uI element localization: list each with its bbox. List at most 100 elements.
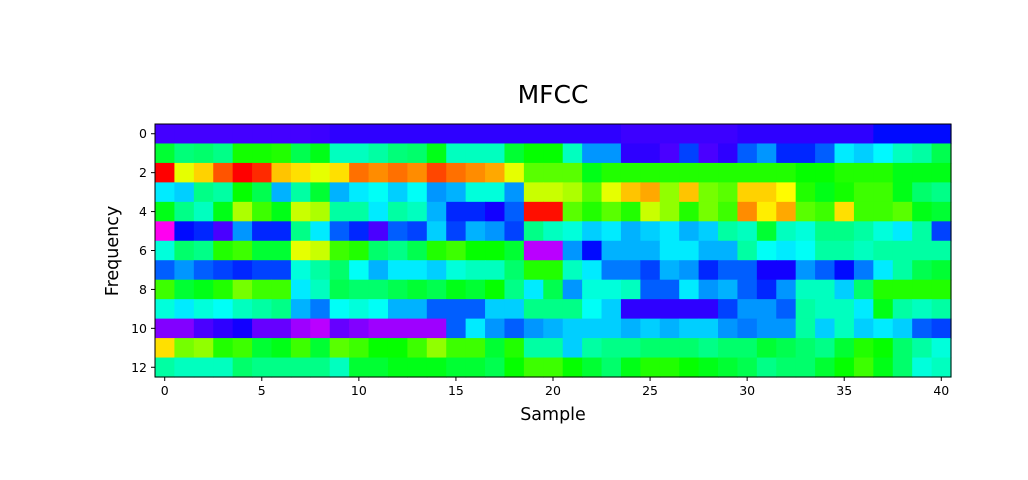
heatmap-cell [582, 318, 603, 339]
heatmap-cell [776, 357, 797, 378]
heatmap-cell [912, 240, 933, 261]
heatmap-cell [465, 260, 486, 281]
heatmap-cell [776, 143, 797, 164]
heatmap-cell [659, 143, 680, 164]
heatmap-cell [659, 338, 680, 359]
heatmap-cell [252, 299, 273, 320]
heatmap-cell [737, 338, 758, 359]
heatmap-cell [931, 240, 952, 261]
heatmap-cell [698, 318, 719, 339]
heatmap-cell [368, 299, 389, 320]
heatmap-cell [659, 182, 680, 203]
heatmap-cell [873, 182, 894, 203]
heatmap-cell [252, 162, 273, 183]
heatmap-cell [756, 221, 777, 242]
heatmap-cell [329, 299, 350, 320]
heatmap-cell [426, 162, 447, 183]
heatmap-cell [582, 201, 603, 222]
heatmap-cell [776, 260, 797, 281]
heatmap-cell [504, 279, 525, 300]
heatmap-cell [543, 279, 564, 300]
heatmap-cell [543, 162, 564, 183]
heatmap-cell [174, 318, 195, 339]
heatmap-cell [795, 201, 816, 222]
heatmap-cell [213, 318, 234, 339]
heatmap-cell [213, 299, 234, 320]
heatmap-cell [446, 279, 467, 300]
heatmap-cell [504, 143, 525, 164]
heatmap-cell [582, 260, 603, 281]
heatmap-cell [213, 338, 234, 359]
heatmap-cell [853, 338, 874, 359]
heatmap-cell [232, 124, 253, 145]
heatmap-cell [252, 260, 273, 281]
heatmap-cell [543, 318, 564, 339]
heatmap-cell [213, 357, 234, 378]
heatmap-cell [232, 221, 253, 242]
heatmap-cell [193, 338, 214, 359]
heatmap-cell [659, 240, 680, 261]
heatmap-cell [892, 338, 913, 359]
heatmap-cell [659, 299, 680, 320]
heatmap-cell [718, 162, 739, 183]
heatmap-cell [446, 318, 467, 339]
heatmap-cell [853, 318, 874, 339]
heatmap-cell [815, 182, 836, 203]
heatmap-cell [582, 182, 603, 203]
heatmap-cell [155, 338, 176, 359]
heatmap-cell [698, 260, 719, 281]
heatmap-cell [640, 221, 661, 242]
heatmap-cell [582, 338, 603, 359]
heatmap-cell [601, 260, 622, 281]
heatmap-cell [931, 201, 952, 222]
heatmap-cell [523, 260, 544, 281]
heatmap-cell [407, 279, 428, 300]
heatmap-cell [504, 221, 525, 242]
heatmap-cell [931, 279, 952, 300]
heatmap-cell [310, 182, 331, 203]
heatmap-cell [912, 357, 933, 378]
heatmap-cell [193, 299, 214, 320]
heatmap-cell [718, 240, 739, 261]
heatmap-cell [465, 143, 486, 164]
heatmap-cell [582, 124, 603, 145]
heatmap-cell [174, 338, 195, 359]
heatmap-cell [679, 299, 700, 320]
heatmap-cell [232, 279, 253, 300]
heatmap-cell [640, 299, 661, 320]
heatmap-cell [523, 143, 544, 164]
heatmap-cell [426, 318, 447, 339]
heatmap-cell [271, 338, 292, 359]
heatmap-cell [640, 240, 661, 261]
heatmap-cell [931, 182, 952, 203]
heatmap-cell [640, 143, 661, 164]
heatmap-cell [193, 201, 214, 222]
heatmap-cell [290, 279, 311, 300]
heatmap-cell [504, 318, 525, 339]
x-tick-label: 30 [739, 383, 755, 398]
heatmap-cell [407, 260, 428, 281]
heatmap-cell [601, 279, 622, 300]
heatmap-cell [349, 221, 370, 242]
heatmap-cell [815, 201, 836, 222]
heatmap-cell [271, 221, 292, 242]
heatmap-cell [931, 162, 952, 183]
heatmap-cell [387, 357, 408, 378]
heatmap-cell [232, 201, 253, 222]
heatmap-cell [446, 299, 467, 320]
heatmap-cell [640, 279, 661, 300]
heatmap-cell [193, 143, 214, 164]
x-tick-label: 0 [161, 383, 169, 398]
heatmap-cell [290, 201, 311, 222]
heatmap-cell [912, 162, 933, 183]
heatmap-cell [252, 221, 273, 242]
heatmap-cell [698, 279, 719, 300]
heatmap-cell [174, 201, 195, 222]
x-tick-label: 25 [642, 383, 658, 398]
heatmap-cell [795, 338, 816, 359]
heatmap-cell [465, 162, 486, 183]
heatmap-cell [349, 124, 370, 145]
heatmap-cell [290, 143, 311, 164]
heatmap-cell [504, 162, 525, 183]
heatmap-cell [329, 124, 350, 145]
